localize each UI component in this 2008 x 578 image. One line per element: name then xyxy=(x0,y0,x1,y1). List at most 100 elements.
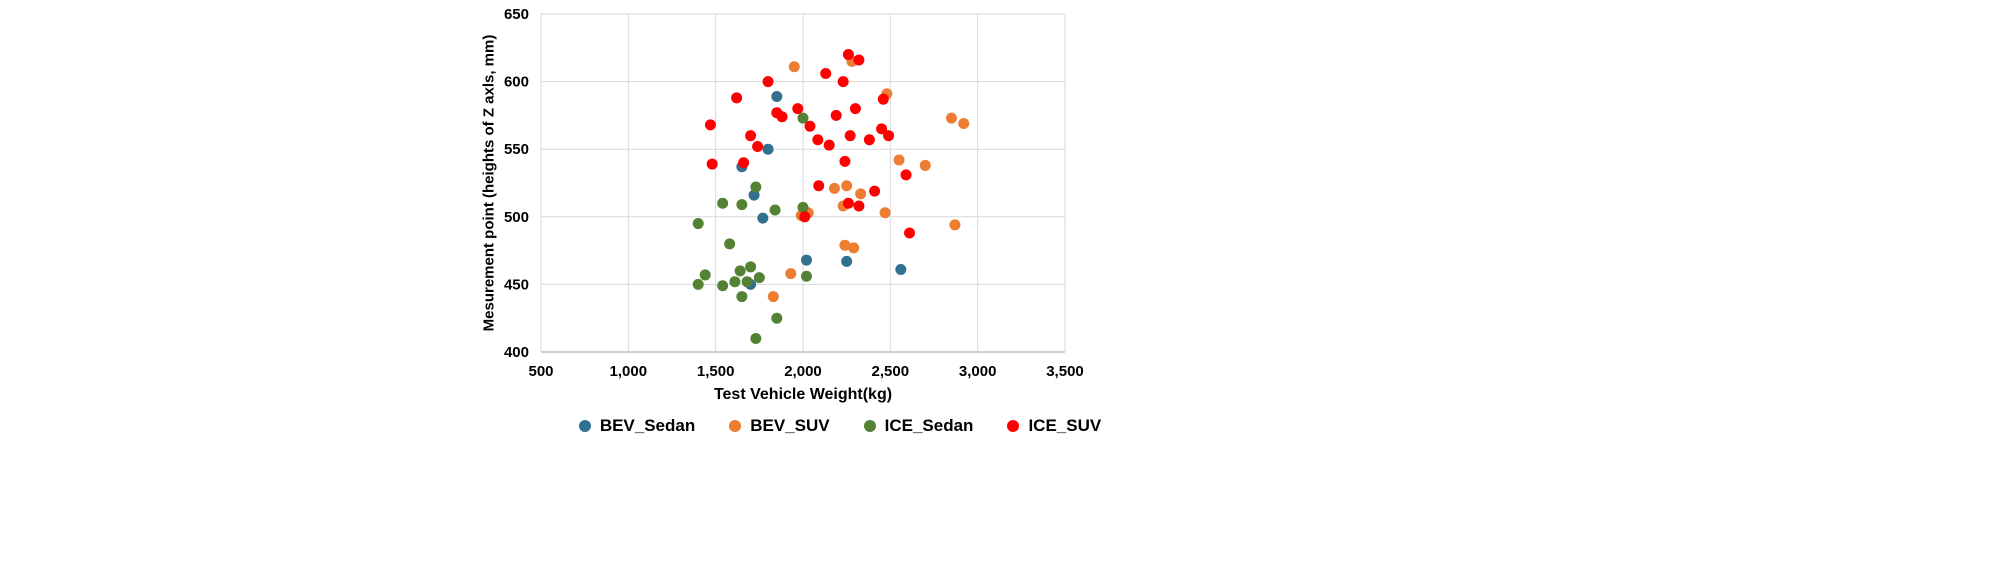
point-ICE_SUV xyxy=(837,76,849,88)
point-ICE_Sedan xyxy=(753,272,765,284)
point-BEV_SUV xyxy=(879,207,891,219)
point-BEV_Sedan xyxy=(895,264,907,276)
legend-marker-ICE_Sedan xyxy=(863,420,876,432)
legend: BEV_Sedan BEV_SUV ICE_Sedan ICE_SUV xyxy=(500,416,1180,436)
point-BEV_Sedan xyxy=(771,90,783,102)
point-ICE_Sedan xyxy=(741,276,753,288)
legend-label-BEV_Sedan: BEV_Sedan xyxy=(599,416,696,435)
point-ICE_SUV xyxy=(823,139,835,151)
legend-item-ICE_Sedan: ICE_Sedan xyxy=(863,416,974,436)
y-tick-label: 600 xyxy=(504,74,529,91)
x-tick-label: 1,500 xyxy=(697,363,735,380)
point-BEV_SUV xyxy=(839,239,851,251)
point-ICE_Sedan xyxy=(729,276,741,288)
point-ICE_Sedan xyxy=(736,291,748,303)
point-BEV_SUV xyxy=(848,242,860,254)
y-tick-label: 550 xyxy=(504,141,529,158)
point-BEV_Sedan xyxy=(762,143,774,155)
point-ICE_SUV xyxy=(804,120,816,132)
point-ICE_SUV xyxy=(731,92,743,104)
legend-marker-ICE_SUV xyxy=(1007,420,1020,432)
point-BEV_Sedan xyxy=(841,255,853,267)
point-ICE_SUV xyxy=(842,49,854,61)
point-ICE_SUV xyxy=(776,111,788,123)
point-BEV_SUV xyxy=(788,61,800,73)
point-BEV_SUV xyxy=(949,219,961,231)
point-ICE_SUV xyxy=(762,76,774,88)
legend-item-BEV_SUV: BEV_SUV xyxy=(729,416,830,436)
point-ICE_Sedan xyxy=(797,201,809,213)
x-tick-label: 500 xyxy=(528,363,553,380)
x-tick-label: 3,500 xyxy=(1046,363,1084,380)
point-BEV_SUV xyxy=(958,118,970,130)
point-ICE_SUV xyxy=(813,180,825,192)
x-tick-label: 2,000 xyxy=(784,363,822,380)
point-ICE_SUV xyxy=(706,158,718,170)
point-ICE_Sedan xyxy=(692,278,704,290)
legend-item-BEV_Sedan: BEV_Sedan xyxy=(578,416,696,436)
point-ICE_SUV xyxy=(844,130,856,142)
point-ICE_Sedan xyxy=(724,238,736,250)
point-ICE_SUV xyxy=(738,157,750,169)
y-tick-label: 500 xyxy=(504,209,529,226)
point-ICE_Sedan xyxy=(750,332,762,344)
legend-marker-BEV_Sedan xyxy=(578,420,591,432)
point-BEV_SUV xyxy=(767,291,779,303)
point-ICE_Sedan xyxy=(717,280,729,292)
point-ICE_Sedan xyxy=(692,218,704,230)
point-ICE_SUV xyxy=(839,155,851,167)
legend-item-ICE_SUV: ICE_SUV xyxy=(1007,416,1101,436)
point-ICE_SUV xyxy=(853,54,865,66)
legend-marker-BEV_SUV xyxy=(729,420,742,432)
point-ICE_SUV xyxy=(877,93,889,105)
point-ICE_Sedan xyxy=(736,199,748,211)
point-ICE_SUV xyxy=(869,185,881,197)
point-ICE_SUV xyxy=(883,130,895,142)
point-ICE_Sedan xyxy=(734,265,746,277)
y-tick-label: 650 xyxy=(504,6,529,23)
point-ICE_SUV xyxy=(812,134,824,146)
x-axis-title: Test Vehicle Weight(kg) xyxy=(713,386,893,403)
point-ICE_SUV xyxy=(863,134,875,146)
point-ICE_SUV xyxy=(853,200,865,212)
point-ICE_SUV xyxy=(820,67,832,79)
point-BEV_SUV xyxy=(919,159,931,171)
y-tick-label: 400 xyxy=(504,344,529,361)
point-ICE_Sedan xyxy=(800,270,812,282)
point-ICE_Sedan xyxy=(771,312,783,324)
point-ICE_SUV xyxy=(752,140,764,152)
scatter-plot: 500 1,000 1,500 2,000 2,500 3,000 3,500 400 450 5… xyxy=(504,6,1084,380)
y-tick-label: 450 xyxy=(504,276,529,293)
point-ICE_Sedan xyxy=(745,261,757,273)
point-ICE_SUV xyxy=(799,211,811,223)
point-BEV_SUV xyxy=(828,182,840,194)
point-ICE_SUV xyxy=(900,169,912,181)
legend-label-ICE_SUV: ICE_SUV xyxy=(1028,416,1102,435)
point-ICE_Sedan xyxy=(750,181,762,193)
point-BEV_Sedan xyxy=(757,212,769,224)
point-BEV_SUV xyxy=(785,268,797,280)
point-ICE_SUV xyxy=(745,130,757,142)
point-BEV_SUV xyxy=(841,180,853,192)
point-BEV_SUV xyxy=(945,112,957,124)
point-ICE_Sedan xyxy=(699,269,711,281)
point-ICE_SUV xyxy=(704,119,716,131)
x-tick-label: 2,500 xyxy=(872,363,910,380)
point-BEV_SUV xyxy=(893,154,905,166)
point-ICE_SUV xyxy=(849,103,861,115)
point-ICE_Sedan xyxy=(769,204,781,216)
legend-label-ICE_Sedan: ICE_Sedan xyxy=(884,416,974,435)
point-ICE_Sedan xyxy=(717,197,729,209)
point-ICE_Sedan xyxy=(797,112,809,124)
point-ICE_SUV xyxy=(792,103,804,115)
point-ICE_SUV xyxy=(842,197,854,209)
point-BEV_Sedan xyxy=(800,254,812,266)
point-ICE_SUV xyxy=(876,123,888,135)
x-tick-label: 3,000 xyxy=(959,363,997,380)
legend-label-BEV_SUV: BEV_SUV xyxy=(750,416,830,435)
point-ICE_SUV xyxy=(904,227,916,239)
x-tick-label: 1,000 xyxy=(610,363,648,380)
point-BEV_SUV xyxy=(855,188,867,200)
point-ICE_SUV xyxy=(830,109,842,121)
